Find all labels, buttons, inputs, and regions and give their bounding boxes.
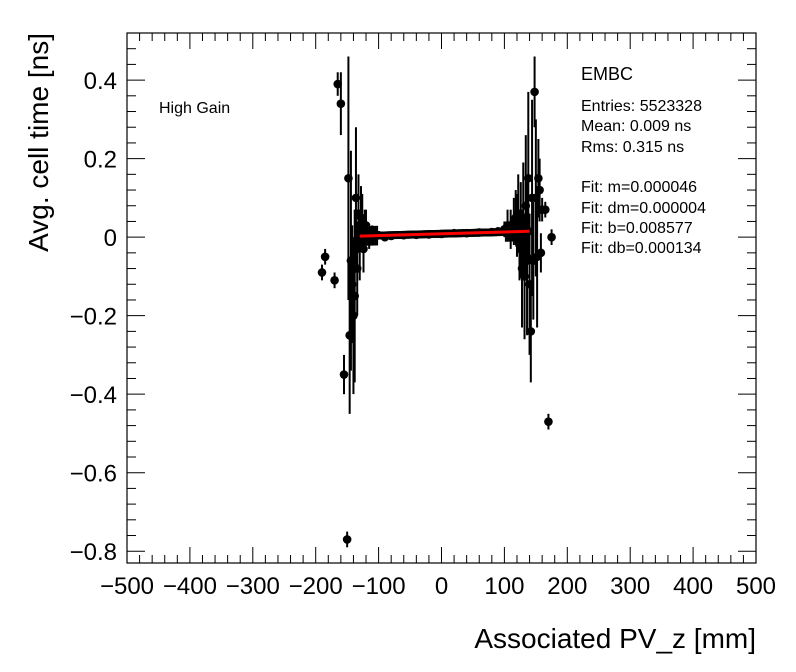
stats-entries: Entries: 5523328 (581, 98, 702, 115)
data-layer (317, 56, 556, 548)
data-point (320, 252, 330, 262)
data-point (336, 99, 346, 108)
x-tick-label: 400 (673, 573, 713, 600)
data-point (330, 276, 339, 285)
data-point (342, 535, 352, 544)
fit-db: Fit: db=0.000134 (581, 240, 702, 257)
axis-ticks (126, 32, 757, 563)
x-axis-title: Associated PV_z [mm] (474, 623, 756, 654)
x-tick-label: −200 (289, 573, 343, 600)
data-point (359, 244, 368, 254)
x-tick-label: −300 (226, 573, 280, 600)
high-gain-annotation: High Gain (159, 100, 230, 117)
data-point (547, 232, 556, 242)
x-tick-labels: −500 −400 −300 −200 −100 0 100 200 300 400 500 (100, 573, 776, 600)
y-tick-label: −0.2 (70, 304, 117, 331)
data-point (530, 87, 539, 97)
data-point (540, 205, 550, 214)
fit-dm: Fit: dm=0.000004 (581, 200, 706, 217)
stats-box: EMBC Entries: 5523328 Mean: 0.009 ns Rms… (581, 64, 706, 257)
data-point (524, 173, 533, 183)
x-tick-label: −100 (352, 573, 406, 600)
stats-rms: Rms: 0.315 ns (581, 139, 684, 156)
stats-mean: Mean: 0.009 ns (581, 118, 691, 135)
y-tick-label: 0 (104, 225, 117, 252)
x-tick-label: 500 (736, 573, 776, 600)
data-point (526, 327, 536, 336)
x-tick-label: −500 (100, 573, 154, 600)
y-tick-label: −0.6 (70, 461, 117, 488)
data-point (317, 268, 327, 277)
y-axis-title: Avg. cell time [ns] (23, 33, 54, 252)
x-tick-label: −400 (163, 573, 217, 600)
y-tick-labels: 0.4 0.2 0 −0.2 −0.4 −0.6 −0.8 (70, 68, 117, 566)
stats-title: EMBC (581, 64, 633, 84)
x-tick-label: 200 (547, 573, 587, 600)
fit-b: Fit: b=0.008577 (581, 220, 693, 237)
data-point (544, 417, 553, 426)
y-tick-label: −0.4 (70, 382, 117, 409)
y-tick-label: −0.8 (70, 539, 117, 566)
y-tick-label: 0.2 (84, 147, 117, 174)
data-point (536, 248, 546, 258)
fit-line (359, 229, 530, 238)
data-point (339, 370, 349, 379)
y-tick-label: 0.4 (84, 68, 117, 95)
x-tick-label: 0 (435, 573, 448, 600)
x-tick-label: 100 (484, 573, 524, 600)
data-point (535, 185, 544, 195)
fit-m: Fit: m=0.000046 (581, 179, 697, 196)
data-point (534, 173, 543, 183)
x-tick-label: 300 (610, 573, 650, 600)
